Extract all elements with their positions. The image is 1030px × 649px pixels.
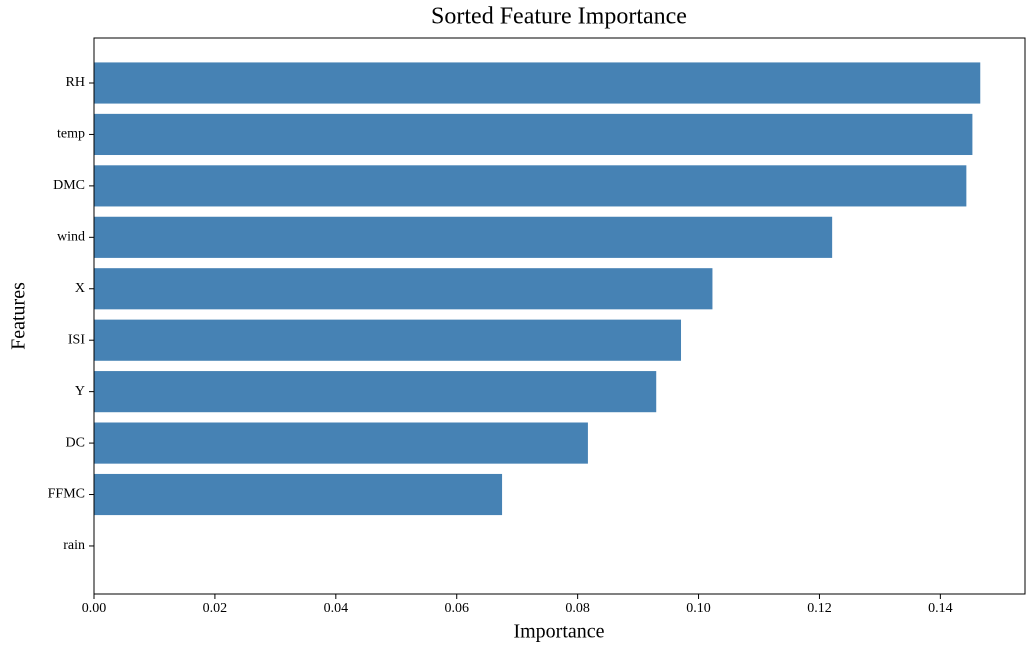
x-tick-label: 0.14: [928, 601, 953, 616]
x-axis-label: Importance: [513, 621, 604, 643]
y-tick-label: RH: [66, 75, 85, 90]
x-tick-label: 0.00: [82, 601, 107, 616]
y-tick-label: temp: [57, 127, 85, 142]
y-tick-label: ISI: [68, 332, 85, 347]
y-tick-label: X: [75, 281, 85, 296]
x-tick-label: 0.12: [807, 601, 832, 616]
x-tick-label: 0.02: [203, 601, 228, 616]
y-tick-label: wind: [57, 230, 85, 245]
x-tick-label: 0.06: [444, 601, 469, 616]
y-tick-label: DMC: [53, 178, 85, 193]
x-tick-label: 0.10: [686, 601, 711, 616]
y-axis-label: Features: [8, 282, 30, 350]
bar: [94, 216, 833, 258]
bar: [94, 113, 973, 156]
plot-frame: [93, 37, 1026, 595]
y-tick-label: rain: [63, 538, 85, 553]
y-tick-label: FFMC: [48, 487, 85, 502]
bar: [94, 319, 682, 361]
chart-title: Sorted Feature Importance: [431, 4, 687, 30]
y-tick-label: Y: [75, 384, 85, 399]
x-tick-label: 0.04: [324, 601, 349, 616]
bar: [94, 371, 657, 413]
bar: [94, 473, 503, 516]
bar: [94, 62, 981, 104]
y-tick-label: DC: [66, 435, 85, 450]
bar: [94, 165, 967, 207]
bar: [94, 268, 713, 310]
bar: [94, 422, 588, 464]
x-tick-label: 0.08: [565, 601, 590, 616]
